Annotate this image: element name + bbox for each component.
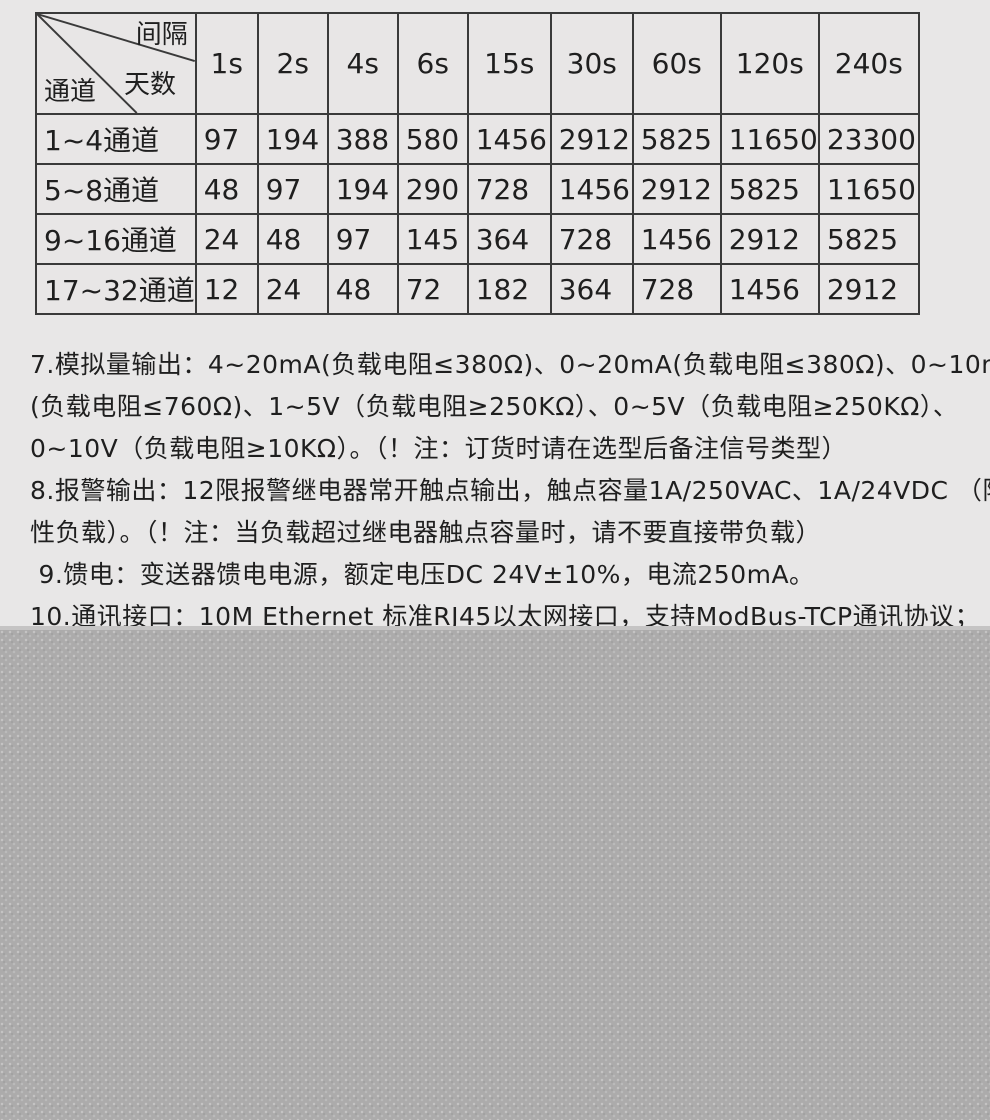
table-cell: 23300 — [817, 113, 920, 165]
table-cell: 580 — [396, 113, 469, 165]
spec-line: (负载电阻≤760Ω)、1~5V（负载电阻≥250KΩ）、0~5V（负载电阻≥2… — [30, 392, 959, 421]
table-cell: 1456 — [466, 113, 552, 165]
table-cell: 48 — [256, 213, 329, 265]
table-cell: 364 — [549, 263, 634, 315]
table-cell: 11650 — [817, 163, 920, 215]
spec-line: 性负载）。（！注：当负载超过继电器触点容量时，请不要直接带负载） — [30, 518, 822, 547]
corner-label-interval: 间隔 — [135, 20, 188, 50]
table-cell: 2912 — [631, 163, 722, 215]
column-header-6s: 6s — [396, 12, 469, 115]
spec-line: 9.馈电：变送器馈电电源，额定电压DC 24V±10%，电流250mA。 — [30, 560, 815, 589]
table-cell: 12 — [194, 263, 259, 315]
table-cell: 5825 — [719, 163, 820, 215]
row-label: 1~4通道 — [35, 113, 197, 165]
table-cell: 48 — [194, 163, 259, 215]
table-row: 1~4通道 97 194 388 580 1456 2912 5825 11650 23300 — [35, 113, 920, 165]
corner-label-days: 天数 — [124, 70, 177, 100]
table-corner-cell: 间隔 天数 通道 — [35, 12, 197, 115]
column-header-15s: 15s — [466, 12, 552, 115]
table-cell: 1456 — [631, 213, 722, 265]
row-label: 5~8通道 — [35, 163, 197, 215]
table-cell: 145 — [396, 213, 469, 265]
table-cell: 2912 — [817, 263, 920, 315]
column-header-240s: 240s — [817, 12, 920, 115]
table-cell: 24 — [194, 213, 259, 265]
column-header-4s: 4s — [326, 12, 399, 115]
gray-placeholder-block — [0, 626, 990, 1120]
column-header-1s: 1s — [194, 12, 259, 115]
table-cell: 728 — [466, 163, 552, 215]
table-cell: 1456 — [549, 163, 634, 215]
spec-paragraphs: 7.模拟量输出：4~20mA(负载电阻≤380Ω)、0~20mA(负载电阻≤38… — [30, 344, 990, 638]
table-cell: 11650 — [719, 113, 820, 165]
table-cell: 48 — [326, 263, 399, 315]
table-cell: 5825 — [817, 213, 920, 265]
table-cell: 97 — [194, 113, 259, 165]
table-cell: 97 — [256, 163, 329, 215]
record-days-table: 间隔 天数 通道 1s 2s 4s 6s 15s 30s 60s 120s 240s 1~4通道… — [35, 12, 920, 315]
table-cell: 388 — [326, 113, 399, 165]
corner-label-channel: 通道 — [44, 77, 97, 107]
table-cell: 72 — [396, 263, 469, 315]
table-cell: 2912 — [719, 213, 820, 265]
table-row: 17~32通道 12 24 48 72 182 364 728 1456 2912 — [35, 263, 920, 315]
table-cell: 290 — [396, 163, 469, 215]
table-cell: 182 — [466, 263, 552, 315]
table-cell: 728 — [631, 263, 722, 315]
table-cell: 1456 — [719, 263, 820, 315]
row-label: 17~32通道 — [35, 263, 197, 315]
table-body: 1~4通道 97 194 388 580 1456 2912 5825 11650 23300 5~… — [35, 113, 920, 315]
table-row: 9~16通道 24 48 97 145 364 728 1456 2912 5825 — [35, 213, 920, 265]
row-label: 9~16通道 — [35, 213, 197, 265]
table-cell: 24 — [256, 263, 329, 315]
table-cell: 2912 — [549, 113, 634, 165]
table-cell: 97 — [326, 213, 399, 265]
spec-line: 7.模拟量输出：4~20mA(负载电阻≤380Ω)、0~20mA(负载电阻≤38… — [30, 350, 990, 379]
column-header-30s: 30s — [549, 12, 634, 115]
table-cell: 364 — [466, 213, 552, 265]
diagonal-lines — [37, 15, 194, 112]
column-header-120s: 120s — [719, 12, 820, 115]
table-cell: 194 — [256, 113, 329, 165]
column-header-2s: 2s — [256, 12, 329, 115]
spec-line: 8.报警输出：12限报警继电器常开触点输出，触点容量1A/250VAC、1A/2… — [30, 476, 990, 505]
table-header-row: 间隔 天数 通道 1s 2s 4s 6s 15s 30s 60s 120s 240s — [35, 12, 920, 115]
table-cell: 5825 — [631, 113, 722, 165]
column-header-60s: 60s — [631, 12, 722, 115]
spec-line: 0~10V（负载电阻≥10KΩ）。（！注：订货时请在选型后备注信号类型） — [30, 434, 848, 463]
table-cell: 728 — [549, 213, 634, 265]
table-cell: 194 — [326, 163, 399, 215]
table-row: 5~8通道 48 97 194 290 728 1456 2912 5825 11650 — [35, 163, 920, 215]
